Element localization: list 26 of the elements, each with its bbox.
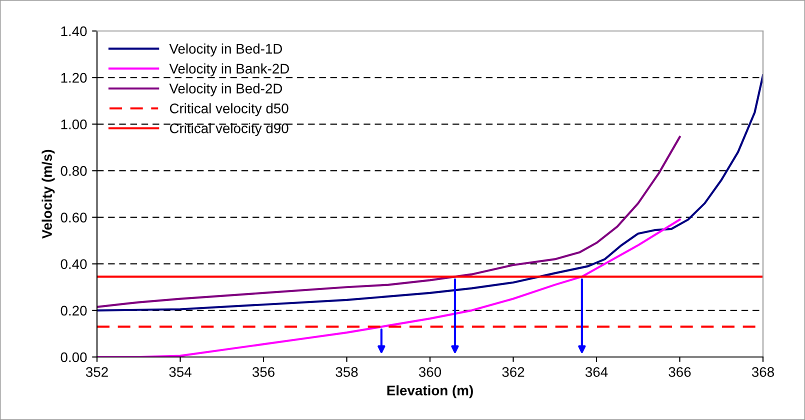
x-axis-title: Elevation (m) bbox=[387, 385, 473, 398]
x-tick-label: 368 bbox=[752, 367, 774, 377]
y-tick-label: 0.00 bbox=[60, 352, 87, 362]
x-tick-label: 366 bbox=[668, 367, 691, 377]
line-series bbox=[97, 218, 681, 357]
y-tick-label: 0.80 bbox=[60, 166, 87, 176]
y-tick-label: 1.00 bbox=[61, 119, 87, 130]
y-tick-label: 1.40 bbox=[61, 26, 87, 36]
x-tick-label: 360 bbox=[418, 367, 442, 377]
x-tick-label: 354 bbox=[169, 367, 192, 377]
legend-label: Critical velocity d90 bbox=[170, 123, 288, 136]
x-tick-label: 364 bbox=[585, 367, 608, 377]
line-series bbox=[97, 136, 681, 308]
y-tick-label: 0.60 bbox=[60, 212, 87, 222]
legend-label: Velocity in Bank-2D bbox=[169, 63, 289, 76]
x-tick-label: 362 bbox=[502, 367, 524, 377]
y-tick-label: 0.40 bbox=[60, 259, 87, 270]
x-tick-label: 356 bbox=[252, 367, 274, 377]
y-tick-label: 0.20 bbox=[60, 306, 87, 316]
y-axis-title: Velocity (m/s) bbox=[42, 150, 55, 239]
legend-label: Velocity in Bed-1D bbox=[169, 44, 282, 56]
legend-label: Velocity in Bed-2D bbox=[169, 83, 282, 96]
x-tick-label: 352 bbox=[86, 367, 108, 377]
x-tick-label: 358 bbox=[336, 367, 358, 377]
y-tick-label: 1.20 bbox=[61, 72, 87, 83]
legend-label: Critical velocity d50 bbox=[170, 103, 288, 116]
